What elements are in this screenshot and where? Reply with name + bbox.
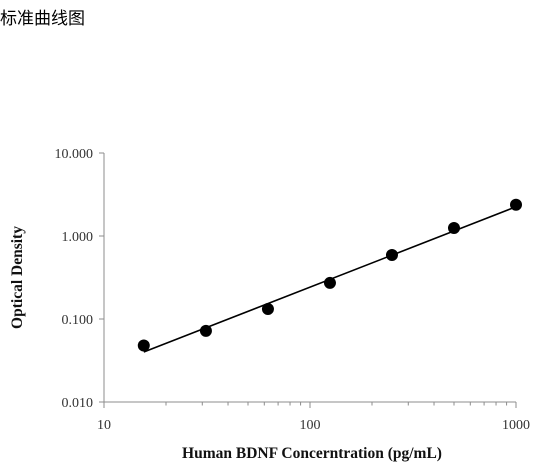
data-point xyxy=(199,324,212,337)
data-points xyxy=(137,198,522,352)
x-tick-label: 1000 xyxy=(502,418,530,433)
page-title: 标准曲线图 xyxy=(0,9,85,29)
y-tick-label: 0.010 xyxy=(62,396,94,411)
axis-labels: 10 100 1000 10.000 1.000 0.100 0.010 Human BDNF… xyxy=(9,147,530,462)
data-point xyxy=(447,221,460,234)
data-point xyxy=(510,198,522,211)
data-point xyxy=(385,249,398,262)
data-point xyxy=(323,276,336,289)
y-tick-label: 10.000 xyxy=(55,147,94,162)
y-axis-title: Optical Density xyxy=(9,226,26,329)
y-tick-label: 1.000 xyxy=(62,230,94,245)
x-tick-label: 100 xyxy=(300,418,321,433)
x-tick-label: 10 xyxy=(97,418,111,433)
x-axis-title: Human BDNF Concerntration (pg/mL) xyxy=(182,445,442,462)
axes xyxy=(99,152,517,408)
data-point xyxy=(261,302,274,315)
y-tick-label: 0.100 xyxy=(62,313,94,328)
data-point xyxy=(137,339,150,352)
